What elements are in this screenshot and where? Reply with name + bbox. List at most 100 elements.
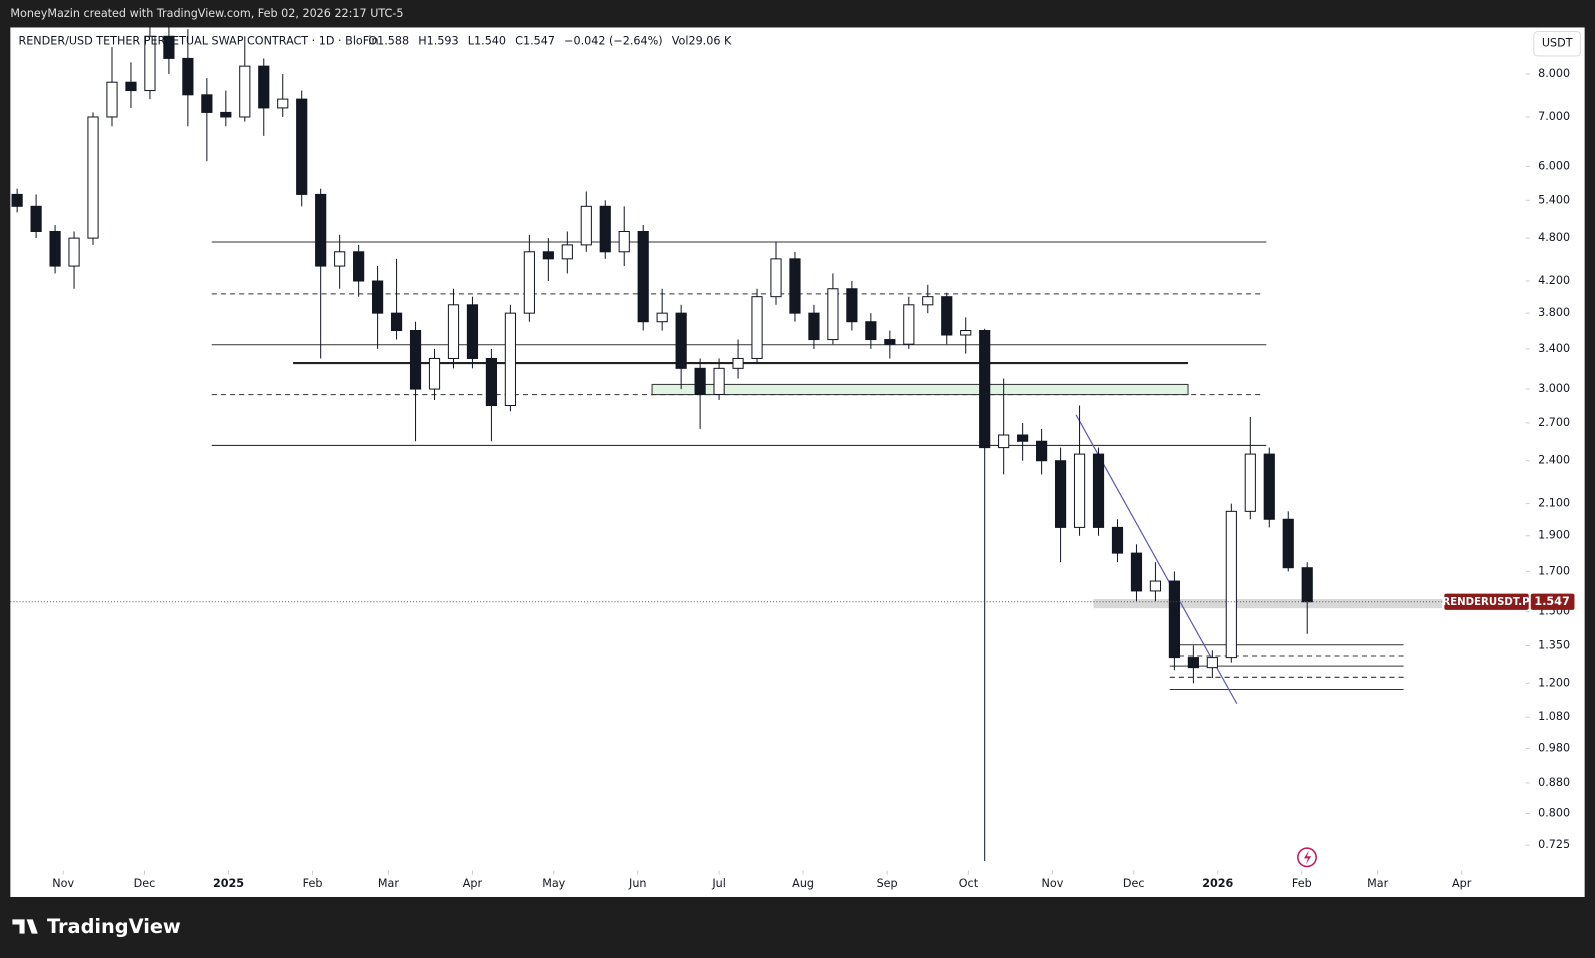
candle-body: [637, 230, 649, 323]
candle-body: [903, 304, 915, 345]
y-tick-label: 6.000: [1538, 159, 1570, 172]
candle-body: [49, 230, 61, 267]
y-tick-label: 4.200: [1538, 274, 1570, 287]
x-tick-label: Apr: [463, 877, 483, 890]
candle-body: [1073, 453, 1086, 528]
y-tick-label: 2.400: [1538, 454, 1570, 467]
x-tick-label: Feb: [1292, 877, 1312, 890]
candle-body: [656, 312, 668, 323]
candle-body: [182, 57, 194, 96]
x-tick-label: Mar: [1367, 877, 1388, 890]
candle-body: [239, 65, 251, 118]
candle-body: [694, 367, 706, 395]
candle-body: [504, 312, 516, 407]
candle-body: [732, 357, 744, 369]
x-tick-label: 2025: [213, 877, 244, 890]
y-tick-label: 0.725: [1538, 838, 1570, 851]
last-price-label: 1.547: [1534, 595, 1569, 608]
candle-body: [675, 312, 687, 369]
candle-body: [466, 304, 479, 359]
credit: MoneyMazin created with TradingView.com,…: [10, 7, 403, 20]
candle-body: [580, 205, 592, 246]
candle-body: [201, 94, 213, 113]
candle-body: [865, 321, 877, 341]
icon-ring: [1297, 847, 1317, 868]
candle-body: [523, 251, 535, 314]
x-tick-label: Nov: [52, 877, 74, 890]
y-tick-label: 7.000: [1538, 110, 1570, 123]
candle-body: [846, 288, 858, 323]
ohlc-value: H1.593: [418, 35, 458, 48]
candle-body: [1244, 453, 1256, 512]
last-price-box: [1530, 593, 1575, 610]
x-tick-label: Feb: [303, 877, 323, 890]
candle-body: [277, 98, 289, 109]
candle-body: [11, 193, 23, 207]
symbol-tag: RENDERUSDT.P: [1442, 597, 1530, 608]
candle-body: [334, 251, 346, 267]
candle-body: [827, 288, 839, 341]
candle-body: [1168, 580, 1181, 659]
candle-body: [372, 280, 384, 314]
candle-body: [960, 330, 972, 336]
candle-body: [1054, 460, 1067, 528]
y-tick-label: 1.080: [1538, 710, 1570, 723]
y-tick-label: 1.900: [1538, 529, 1570, 542]
candle-body: [296, 98, 308, 195]
candle-body: [998, 434, 1010, 449]
candle-body: [599, 205, 611, 253]
x-tick-label: Sep: [877, 877, 898, 890]
y-tick-label: 1.200: [1538, 676, 1570, 689]
candle-body: [68, 237, 80, 267]
candle-body: [941, 296, 953, 336]
plot-area: [10, 27, 1585, 897]
candle-body: [30, 205, 42, 233]
candle-body: [979, 330, 991, 449]
candle-body: [1130, 552, 1143, 592]
candle-body: [1282, 518, 1294, 569]
drawings: [211, 241, 1443, 705]
x-tick-label: Aug: [792, 877, 814, 890]
ohlc-legend: O1.588 H1.593 L1.540 C1.547 −0.042 (−2.64%) V…: [368, 35, 732, 48]
y-tick-label: 3.400: [1538, 342, 1570, 355]
x-tick-label: Nov: [1042, 877, 1064, 890]
brand-logo: [12, 919, 38, 934]
y-axis: 8.000 7.000 6.000 5.400 4.800 4.200 3.800 3.400…: [1525, 67, 1570, 851]
zone-box: [651, 383, 1189, 396]
x-tick-label: 2026: [1202, 877, 1233, 890]
candle-body: [1263, 453, 1275, 520]
icon: [1297, 847, 1317, 868]
ohlc-value: O1.588: [368, 35, 409, 48]
candle-body: [922, 296, 934, 306]
x-tick-label: Jul: [711, 877, 725, 890]
candle-body: [163, 35, 175, 59]
candle-body: [409, 330, 422, 390]
ohlc-value: Vol29.06 K: [672, 35, 732, 48]
y-tick-label: 5.400: [1538, 193, 1570, 206]
candle-body: [447, 304, 460, 359]
candle-body: [258, 65, 270, 109]
y-tick-label: 3.800: [1538, 306, 1570, 319]
currency-button[interactable]: [1533, 31, 1582, 57]
candle-body: [353, 251, 365, 282]
x-tick-label: May: [542, 877, 565, 890]
candles: [11, 25, 1313, 862]
symbol-tag-box: [1444, 593, 1529, 610]
candle-body: [770, 258, 782, 298]
candle-body: [1149, 580, 1162, 592]
candle-body: [1036, 440, 1048, 462]
candle-body: [1206, 657, 1218, 669]
candle-body: [751, 296, 763, 359]
candle-body: [144, 35, 156, 92]
y-tick-label: 0.800: [1538, 807, 1570, 820]
ohlc-value: C1.547: [515, 35, 555, 48]
y-tick-label: 3.000: [1538, 382, 1570, 395]
x-tick-label: Dec: [134, 877, 156, 890]
candle-body: [1225, 510, 1237, 659]
candle-body: [884, 339, 896, 345]
candle-body: [1301, 567, 1313, 603]
ohlc-value: L1.540: [468, 35, 506, 48]
y-tick-label: 0.880: [1538, 776, 1570, 789]
